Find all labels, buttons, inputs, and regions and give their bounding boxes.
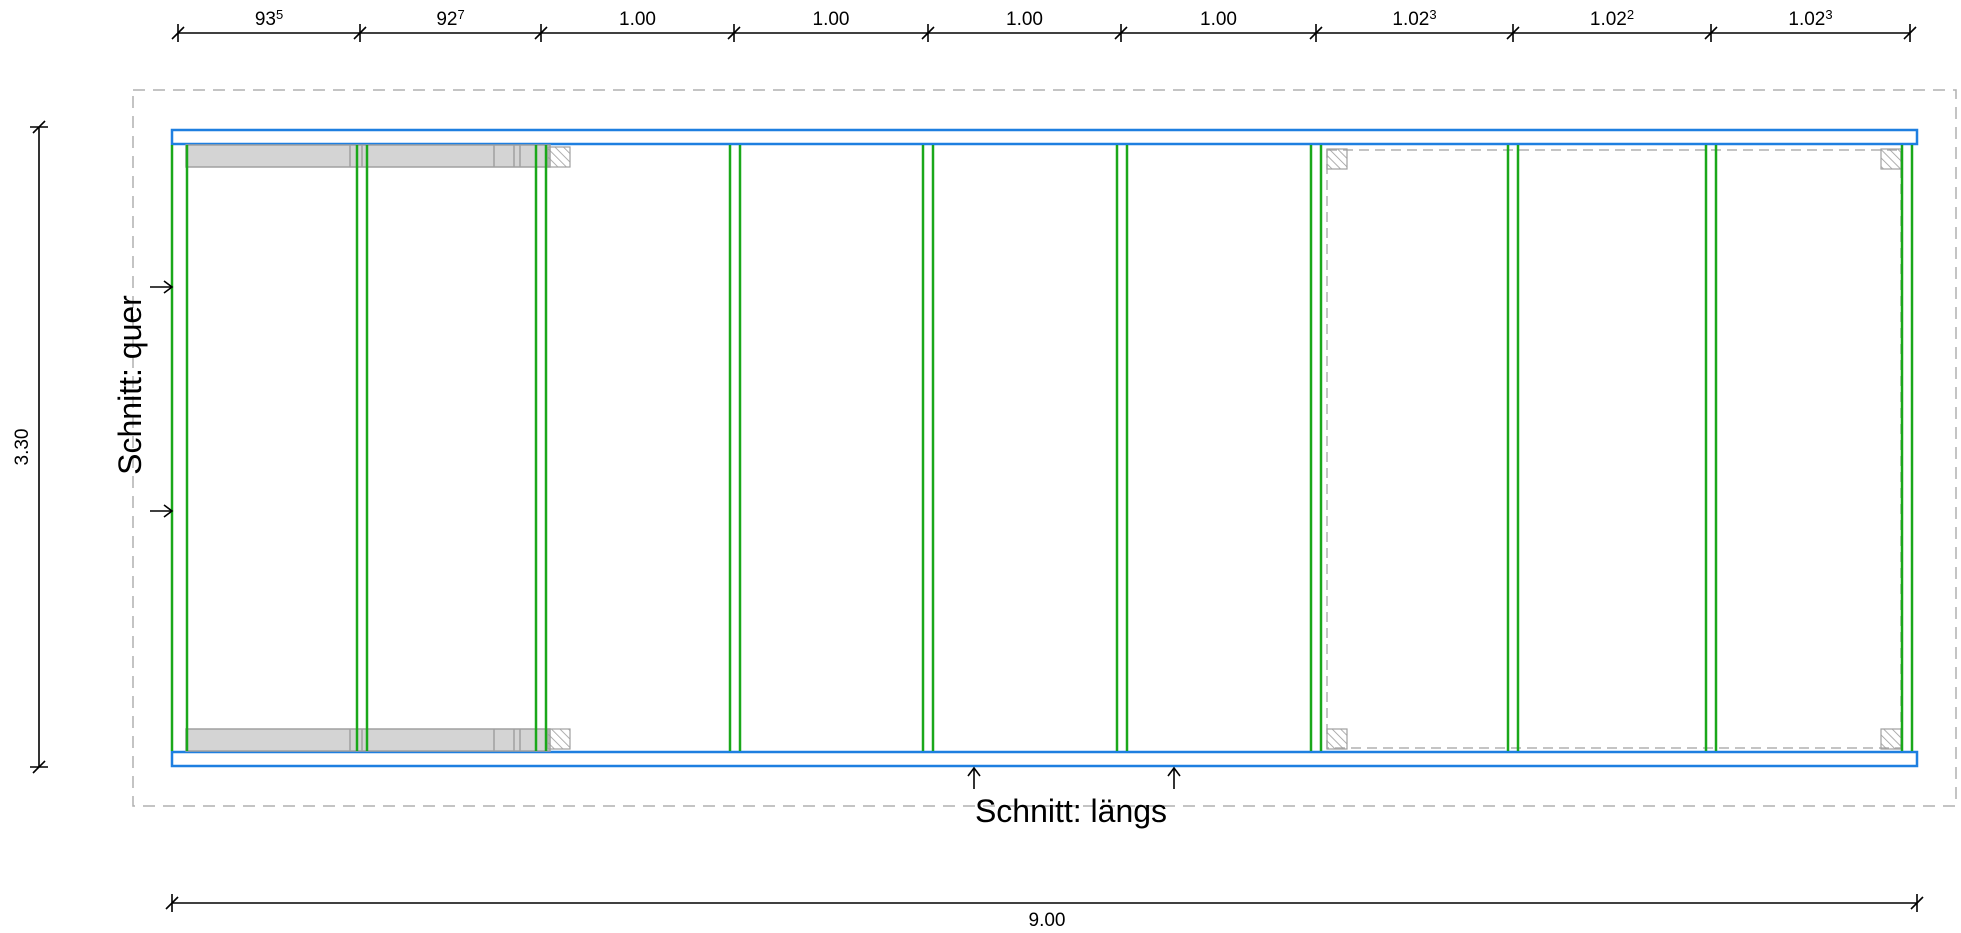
left-dimension-label: 3.30 <box>12 429 33 466</box>
top-dimension-chain: 935 927 1.00 1.00 1.00 1.00 1.023 1.022 1.023 <box>171 7 1917 42</box>
post-marker <box>1326 148 1348 170</box>
top-dimension-label: 1.00 <box>1006 9 1043 30</box>
dimension-tick <box>921 24 935 42</box>
top-dimension-label: 935 <box>255 7 283 30</box>
post-marker <box>547 728 571 750</box>
joist <box>1704 145 1718 751</box>
joist <box>1115 145 1129 751</box>
dashed-zone-right <box>1326 149 1902 749</box>
dimension-tick <box>1903 24 1917 42</box>
dimension-tick <box>353 24 367 42</box>
dimension-tick <box>1506 24 1520 42</box>
bottom-dimension-label: 9.00 <box>1029 910 1066 931</box>
joist <box>534 145 548 751</box>
bottom-dimension <box>165 894 1924 912</box>
section-long-arrows <box>967 766 1181 789</box>
post-marker <box>1880 148 1902 170</box>
left-dimension <box>30 120 48 774</box>
top-dimension-label: 1.00 <box>813 9 850 30</box>
dimension-tick <box>1704 24 1718 42</box>
top-dimension-label: 927 <box>436 7 464 30</box>
dimension-tick <box>1114 24 1128 42</box>
dimension-tick <box>171 24 185 42</box>
joists-layer <box>170 145 1914 751</box>
joist <box>921 145 935 751</box>
dimension-tick <box>727 24 741 42</box>
post-marker <box>1326 728 1348 750</box>
joist <box>1506 145 1520 751</box>
dimension-tick <box>1309 24 1323 42</box>
top-dimension-label: 1.00 <box>1200 9 1237 30</box>
frame-beam-top <box>170 128 1919 146</box>
joist <box>355 145 369 751</box>
section-cross-label: Schnitt: quer <box>112 295 148 475</box>
top-dimension-label: 1.023 <box>1392 7 1436 30</box>
joist <box>170 145 189 751</box>
joist <box>1900 145 1914 751</box>
joist <box>1309 145 1323 751</box>
section-cross-arrows <box>150 280 174 518</box>
post-marker <box>1880 728 1902 750</box>
top-dimension-label: 1.023 <box>1788 7 1832 30</box>
top-dimension-label: 1.022 <box>1590 7 1634 30</box>
top-dimension-label: 1.00 <box>619 9 656 30</box>
post-marker <box>547 146 571 168</box>
frame-beam-bottom <box>170 750 1919 768</box>
dimension-tick <box>534 24 548 42</box>
joist <box>728 145 742 751</box>
section-long-label: Schnitt: längs <box>975 793 1167 829</box>
outer-dashed-boundary <box>132 89 1957 807</box>
